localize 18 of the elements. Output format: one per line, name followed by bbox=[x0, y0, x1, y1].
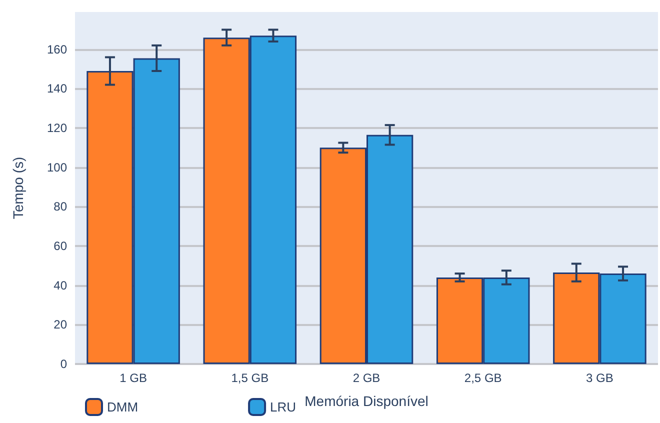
x-axis-title: Memória Disponível bbox=[304, 393, 428, 409]
y-tick-label: 140 bbox=[46, 82, 68, 96]
x-tick-label: 2 GB bbox=[352, 371, 380, 385]
y-tick-label: 120 bbox=[46, 121, 68, 136]
y-axis-title: Tempo (s) bbox=[10, 156, 26, 220]
legend-label: DMM bbox=[107, 400, 138, 414]
x-tick-label: 1 GB bbox=[120, 371, 147, 385]
y-tick-label: 160 bbox=[46, 42, 68, 56]
y-tick-label: 0 bbox=[60, 357, 68, 371]
y-tick-label: 40 bbox=[54, 278, 68, 292]
legend-label: LRU bbox=[270, 400, 296, 414]
y-tick-label: 60 bbox=[54, 239, 68, 254]
y-tick-label: 100 bbox=[46, 160, 68, 174]
x-tick-label: 2,5 GB bbox=[464, 371, 502, 385]
x-tick-label: 1,5 GB bbox=[231, 371, 269, 385]
y-tick-label: 20 bbox=[54, 318, 68, 332]
y-tick-label: 80 bbox=[54, 200, 68, 214]
x-tick-label: 3 GB bbox=[586, 371, 614, 385]
